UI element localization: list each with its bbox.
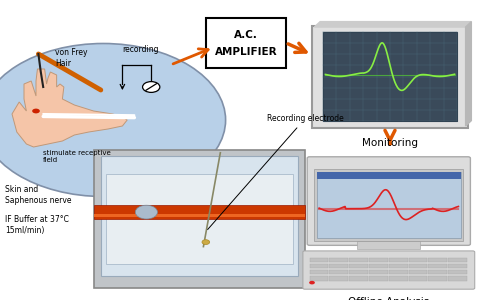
Text: von Frey
Hair: von Frey Hair bbox=[55, 48, 88, 68]
Circle shape bbox=[143, 82, 160, 92]
Bar bbox=[369, 270, 388, 274]
Text: Recording electrode: Recording electrode bbox=[208, 114, 344, 230]
Bar bbox=[369, 257, 388, 262]
Text: Offline Analysis: Offline Analysis bbox=[348, 297, 430, 300]
FancyBboxPatch shape bbox=[206, 18, 286, 68]
Bar bbox=[408, 257, 428, 262]
Bar bbox=[448, 257, 467, 262]
Bar bbox=[323, 32, 457, 121]
Bar bbox=[329, 276, 348, 281]
Text: recording: recording bbox=[122, 45, 159, 54]
FancyBboxPatch shape bbox=[312, 26, 468, 127]
Circle shape bbox=[32, 109, 40, 113]
Bar bbox=[349, 270, 368, 274]
Bar bbox=[429, 270, 447, 274]
Bar bbox=[310, 257, 328, 262]
Bar bbox=[408, 264, 428, 268]
Bar bbox=[94, 150, 305, 288]
Bar bbox=[429, 257, 447, 262]
Bar bbox=[349, 276, 368, 281]
Circle shape bbox=[135, 205, 157, 219]
Bar bbox=[389, 257, 408, 262]
Polygon shape bbox=[314, 22, 471, 27]
Bar bbox=[408, 276, 428, 281]
Circle shape bbox=[0, 44, 226, 196]
Text: IF Buffer at 37°C
15ml/min): IF Buffer at 37°C 15ml/min) bbox=[5, 214, 69, 235]
Bar bbox=[329, 264, 348, 268]
Polygon shape bbox=[466, 22, 471, 126]
Bar bbox=[429, 264, 447, 268]
Bar bbox=[448, 270, 467, 274]
Circle shape bbox=[202, 240, 210, 244]
Bar bbox=[389, 270, 408, 274]
Bar bbox=[101, 156, 298, 276]
Bar bbox=[94, 205, 305, 219]
Bar bbox=[329, 257, 348, 262]
Text: stimulate receptive
field: stimulate receptive field bbox=[43, 150, 111, 164]
Bar bbox=[429, 276, 447, 281]
FancyBboxPatch shape bbox=[307, 157, 470, 245]
Bar bbox=[369, 264, 388, 268]
Bar bbox=[448, 264, 467, 268]
Bar bbox=[349, 264, 368, 268]
Text: A.C.: A.C. bbox=[234, 30, 258, 40]
Bar bbox=[310, 270, 328, 274]
Bar bbox=[106, 174, 293, 264]
Bar bbox=[310, 264, 328, 268]
Text: AMPLIFIER: AMPLIFIER bbox=[215, 47, 277, 57]
Text: Monitoring: Monitoring bbox=[362, 138, 418, 148]
Bar bbox=[389, 276, 408, 281]
Bar bbox=[448, 276, 467, 281]
Bar bbox=[314, 169, 463, 241]
Bar bbox=[357, 241, 420, 249]
Text: Skin and
Saphenous nerve: Skin and Saphenous nerve bbox=[5, 184, 72, 205]
Bar bbox=[369, 276, 388, 281]
Polygon shape bbox=[12, 69, 127, 147]
Bar bbox=[317, 172, 461, 179]
Bar bbox=[408, 270, 428, 274]
Circle shape bbox=[309, 281, 315, 284]
Bar bbox=[329, 270, 348, 274]
Bar bbox=[310, 276, 328, 281]
Bar bbox=[317, 172, 461, 239]
Bar bbox=[94, 214, 305, 217]
Bar bbox=[349, 257, 368, 262]
FancyBboxPatch shape bbox=[303, 251, 475, 289]
Bar bbox=[389, 264, 408, 268]
